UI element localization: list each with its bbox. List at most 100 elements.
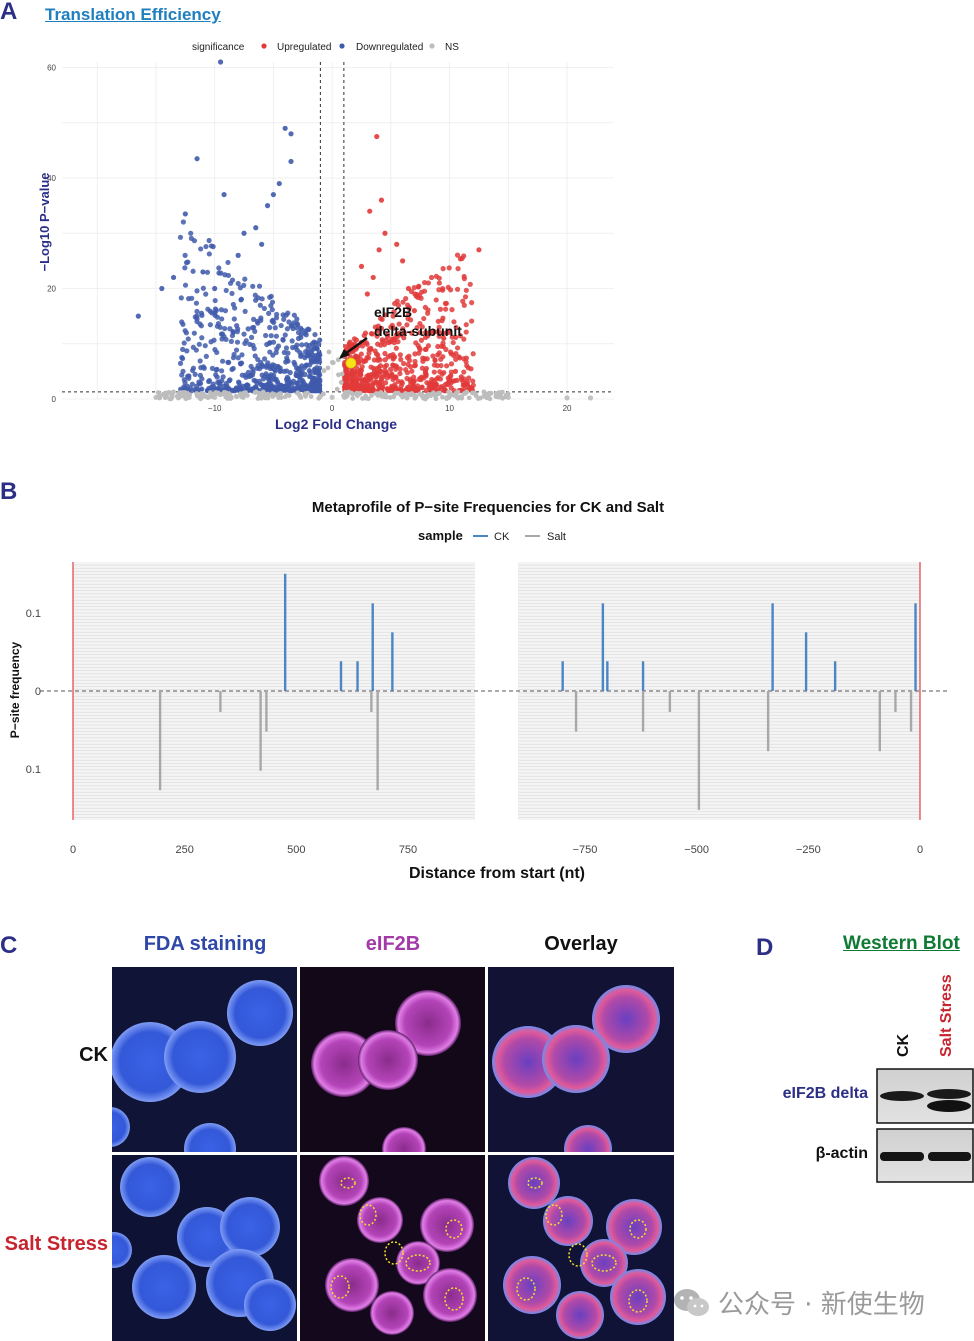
image-ck-eif2b-svg [300, 967, 485, 1152]
row-head-salt: Salt Stress [4, 1233, 108, 1255]
cell-blob [112, 1107, 130, 1147]
volcano-point [361, 386, 367, 392]
volcano-point [407, 317, 414, 323]
western-blot [876, 1068, 974, 1183]
volcano-point [260, 389, 266, 395]
volcano-point [213, 390, 219, 395]
volcano-point [396, 321, 402, 327]
volcano-point [258, 315, 264, 321]
volcano-point [453, 356, 459, 363]
volcano-point [218, 270, 224, 276]
volcano-point [377, 357, 383, 363]
volcano-point [198, 246, 204, 252]
volcano-point [265, 391, 271, 397]
band-salt-eif2b-upper [927, 1089, 971, 1099]
band-salt-eif2b-lower [927, 1100, 971, 1112]
volcano-point [203, 353, 209, 359]
metaprofile-xtick-right: −500 [684, 844, 709, 856]
volcano-point [460, 298, 466, 304]
cell-blob [423, 1268, 477, 1322]
volcano-point [364, 341, 370, 347]
volcano-point [445, 381, 451, 388]
volcano-point [181, 390, 186, 395]
volcano-point [220, 358, 226, 364]
col-head-overlay: Overlay [544, 933, 618, 955]
volcano-point [382, 312, 388, 318]
cell-blob [420, 1198, 474, 1252]
volcano-point [264, 203, 271, 209]
volcano-point [299, 342, 305, 348]
volcano-point [225, 359, 231, 365]
volcano-point [226, 391, 232, 397]
cell-blob [358, 1030, 418, 1090]
volcano-point [448, 385, 454, 391]
panel-a-letter: A [0, 0, 18, 25]
volcano-point [394, 332, 400, 338]
volcano-point [177, 360, 184, 366]
volcano-point [316, 395, 322, 401]
volcano-point [253, 225, 259, 231]
volcano-point [350, 396, 356, 401]
volcano-point [405, 312, 412, 318]
volcano-xtick: 20 [563, 404, 572, 413]
volcano-point [227, 326, 233, 332]
volcano-point [316, 341, 322, 347]
panel-b-letter: B [0, 478, 18, 505]
volcano-point [306, 326, 312, 333]
volcano-point [422, 334, 429, 341]
volcano-point [308, 349, 314, 355]
volcano-point [192, 371, 198, 377]
volcano-point [242, 372, 248, 378]
band-ck-eif2b [880, 1091, 924, 1101]
metaprofile-xtick-left: 0 [70, 844, 76, 856]
volcano-point [288, 131, 294, 137]
volcano-point [197, 358, 203, 364]
volcano-point [418, 295, 424, 301]
band-salt-actin [928, 1152, 971, 1161]
volcano-point [235, 252, 241, 258]
volcano-point [343, 394, 348, 400]
volcano-point [338, 380, 344, 385]
volcano-point [336, 372, 341, 378]
legend-up-label: Upregulated [277, 42, 331, 53]
annotation-arrow-head [339, 349, 350, 359]
image-ck-fda [112, 967, 297, 1152]
volcano-ytick: 60 [47, 64, 56, 73]
volcano-point [382, 350, 388, 357]
volcano-point [400, 299, 406, 305]
volcano-point [282, 125, 288, 131]
volcano-point [446, 377, 452, 383]
volcano-point [379, 316, 385, 323]
volcano-point [231, 316, 237, 322]
volcano-point [179, 372, 185, 378]
volcano-point [419, 384, 425, 390]
volcano-point [287, 386, 293, 392]
metaprofile-xtick-left: 250 [175, 844, 193, 856]
volcano-point [183, 396, 189, 402]
volcano-point [299, 372, 305, 378]
volcano-point [185, 390, 190, 396]
volcano-point [255, 295, 261, 301]
volcano-point [197, 380, 204, 386]
volcano-point [403, 390, 408, 396]
volcano-point [285, 377, 291, 383]
volcano-point [314, 365, 320, 371]
volcano-point [454, 345, 461, 351]
volcano-point [236, 379, 242, 385]
panel-a-title: Translation Efficiency [45, 5, 221, 24]
volcano-point [440, 266, 446, 272]
volcano-point [186, 373, 192, 379]
volcano-point [388, 366, 394, 372]
volcano-point [321, 368, 327, 374]
band-ck-actin [880, 1152, 924, 1161]
volcano-point [182, 385, 188, 391]
volcano-point [189, 295, 195, 301]
volcano-point [191, 330, 197, 336]
volcano-point [326, 349, 332, 355]
volcano-xtick: 10 [445, 404, 454, 413]
volcano-point [180, 321, 186, 327]
volcano-point [217, 59, 224, 65]
volcano-point [450, 339, 456, 346]
volcano-point [257, 302, 263, 308]
volcano-point [199, 386, 205, 392]
